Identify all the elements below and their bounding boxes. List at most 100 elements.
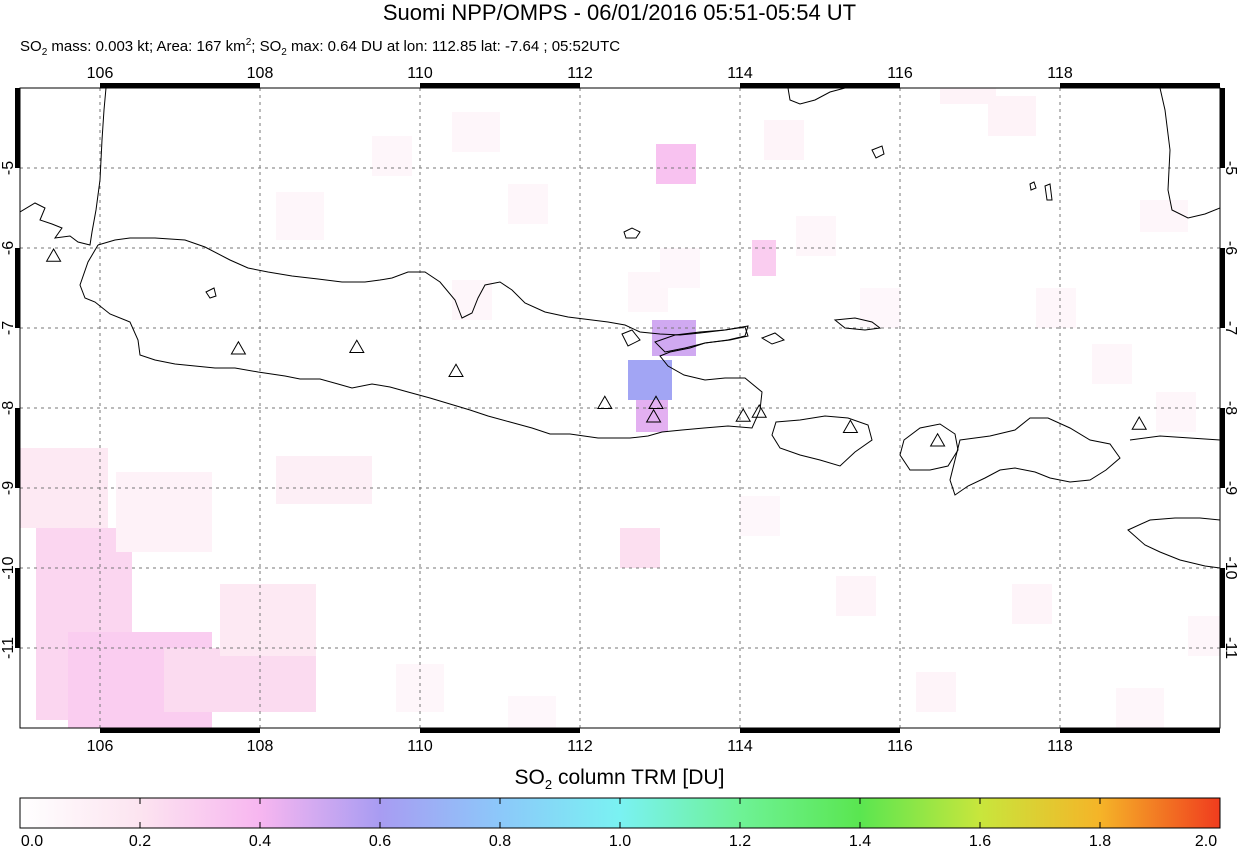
- longitude-label-top: 114: [727, 65, 753, 82]
- so2-pixel: [452, 280, 492, 320]
- so2-pixel: [116, 472, 212, 552]
- so2-pixel: [988, 96, 1036, 136]
- latitude-label-right: -10: [1222, 556, 1239, 579]
- frame-tick-bar-right: [1220, 568, 1225, 648]
- frame-tick-bar-left: [15, 408, 20, 488]
- frame-tick-bar-bottom: [420, 728, 580, 733]
- coast-sumatra: [20, 88, 106, 245]
- colorbar-title: SO2 column TRM [DU]: [0, 766, 1239, 797]
- so2-pixel: [1036, 288, 1076, 328]
- so2-pixel: [636, 400, 668, 432]
- so2-pixel: [1012, 584, 1052, 624]
- longitude-label-top: 118: [1047, 65, 1073, 82]
- coast-borneo: [788, 88, 845, 104]
- so2-pixel: [628, 360, 672, 400]
- coast-small-island-2: [872, 146, 884, 158]
- frame-tick-bar-bottom: [740, 728, 900, 733]
- latitude-label-left: -9: [0, 481, 17, 495]
- so2-pixel: [276, 192, 324, 240]
- colorbar-tick-label: 1.2: [729, 833, 751, 851]
- so2-pixel: [164, 648, 316, 712]
- latitude-label-left: -8: [0, 401, 17, 415]
- so2-pixel: [1188, 616, 1220, 656]
- coast-small-island-5: [1030, 182, 1036, 190]
- coast-small-island-1: [206, 288, 216, 298]
- coast-small-island-4: [622, 330, 640, 346]
- colorbar-tick-label: 1.6: [969, 833, 991, 851]
- frame-tick-bar-top: [740, 83, 900, 88]
- coast-bawean: [624, 228, 640, 238]
- so2-pixel: [372, 136, 412, 176]
- so2-pixel: [836, 576, 876, 616]
- longitude-label-bottom: 114: [727, 738, 753, 755]
- colorbar-tick-label: 0.2: [129, 833, 151, 851]
- frame-tick-bar-top: [1060, 83, 1220, 88]
- so2-pixel: [660, 248, 700, 288]
- longitude-label-top: 106: [87, 65, 114, 82]
- so2-pixel: [916, 672, 956, 712]
- frame-tick-bar-left: [15, 88, 20, 168]
- latitude-label-right: -5: [1222, 161, 1239, 175]
- colorbar-tick-label: 0.0: [21, 833, 43, 851]
- colorbar-tick-label: 1.4: [849, 833, 871, 851]
- colorbar-tick-label: 2.0: [1195, 833, 1217, 851]
- latitude-label-left: -6: [0, 241, 17, 255]
- coast-small-island-6: [1045, 184, 1052, 200]
- longitude-label-bottom: 108: [247, 738, 274, 755]
- coast-sumbawa: [950, 418, 1120, 495]
- longitude-label-top: 108: [247, 65, 274, 82]
- so2-pixel: [752, 240, 776, 276]
- volcano-triangle-icon: [843, 420, 857, 432]
- volcano-triangle-icon: [736, 409, 750, 421]
- colorbar-tick-label: 0.8: [489, 833, 511, 851]
- longitude-label-bottom: 106: [87, 738, 114, 755]
- frame-tick-bar-right: [1220, 88, 1225, 168]
- latitude-label-left: -10: [0, 556, 17, 579]
- frame-tick-bar-bottom: [100, 728, 260, 733]
- coast-sulawesi: [1160, 88, 1220, 218]
- volcano-triangle-icon: [598, 396, 612, 408]
- so2-pixel: [656, 144, 696, 184]
- coast-bali: [772, 416, 872, 466]
- so2-pixel: [1140, 200, 1188, 232]
- so2-pixel: [764, 120, 804, 160]
- so2-pixel: [276, 456, 372, 504]
- latitude-label-right: -8: [1222, 401, 1239, 415]
- longitude-label-bottom: 112: [567, 738, 593, 755]
- latitude-label-right: -9: [1222, 481, 1239, 495]
- so2-pixel-layer: [20, 72, 1220, 736]
- colorbar-tick-label: 0.6: [369, 833, 391, 851]
- so2-pixel: [508, 184, 548, 224]
- coast-flores: [1130, 436, 1220, 440]
- colorbar-tick-label: 0.4: [249, 833, 271, 851]
- frame-tick-bar-top: [100, 83, 260, 88]
- volcano-triangle-icon: [350, 340, 364, 352]
- latitude-label-right: -11: [1222, 637, 1239, 659]
- longitude-label-bottom: 118: [1047, 738, 1073, 755]
- colorbar-title-prefix: SO: [515, 766, 545, 789]
- so2-pixel: [860, 288, 900, 328]
- volcano-markers: [47, 249, 1147, 446]
- volcano-triangle-icon: [1132, 417, 1146, 429]
- latitude-label-left: -11: [0, 637, 17, 659]
- coast-lombok: [900, 424, 958, 470]
- volcano-triangle-icon: [231, 342, 245, 354]
- so2-pixel: [1116, 688, 1164, 728]
- colorbar-title-text: column TRM [DU]: [552, 766, 724, 789]
- latitude-label-right: -7: [1222, 321, 1239, 335]
- volcano-triangle-icon: [47, 249, 61, 261]
- so2-pixel: [796, 216, 836, 256]
- longitude-label-bottom: 110: [407, 738, 433, 755]
- frame-tick-bar-bottom: [1060, 728, 1220, 733]
- so2-pixel: [220, 584, 316, 656]
- volcano-triangle-icon: [931, 434, 945, 446]
- longitude-label-top: 116: [887, 65, 913, 82]
- latitude-label-left: -5: [0, 161, 17, 175]
- longitude-label-top: 112: [567, 65, 593, 82]
- coast-small-island-3: [762, 333, 784, 344]
- frame-tick-bar-top: [420, 83, 580, 88]
- so2-pixel: [740, 496, 780, 536]
- volcano-triangle-icon: [449, 364, 463, 376]
- latitude-label-left: -7: [0, 321, 17, 335]
